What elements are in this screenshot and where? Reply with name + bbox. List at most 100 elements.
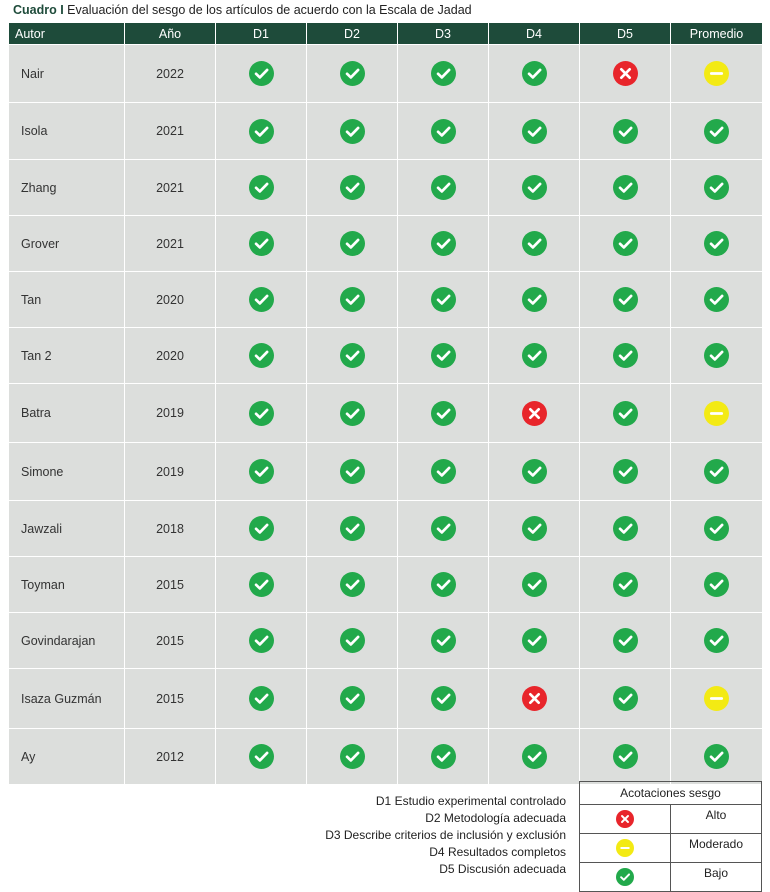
table-caption: Cuadro I Evaluación del sesgo de los art…	[13, 3, 472, 17]
cell-d3	[397, 556, 489, 613]
cell-anio: 2022	[124, 44, 216, 103]
cell-promedio	[670, 668, 763, 729]
cell-anio: 2021	[124, 215, 216, 272]
x-circle-icon	[612, 61, 638, 86]
cell-d2	[306, 728, 398, 785]
cell-d2	[306, 102, 398, 160]
check-circle-icon	[430, 628, 456, 653]
bias-legend: Acotaciones sesgo Alto Moderado Bajo	[579, 781, 762, 892]
cell-d5	[579, 271, 671, 328]
cell-d2	[306, 159, 398, 216]
table-row: Nair 2022	[8, 44, 763, 103]
cell-d3	[397, 442, 489, 501]
cell-d3	[397, 215, 489, 272]
cell-d3	[397, 327, 489, 384]
check-circle-icon	[612, 287, 638, 312]
cell-d2	[306, 500, 398, 557]
cell-d3	[397, 102, 489, 160]
check-circle-icon	[248, 61, 274, 86]
legend-alto-cell	[579, 804, 671, 834]
check-circle-icon	[521, 343, 547, 368]
check-circle-icon	[248, 516, 274, 541]
cell-d3	[397, 612, 489, 669]
cell-anio: 2019	[124, 442, 216, 501]
caption-label: Cuadro I	[13, 3, 64, 17]
header-d2: D2	[306, 22, 398, 45]
cell-anio: 2020	[124, 327, 216, 384]
cell-promedio	[670, 728, 763, 785]
cell-d3	[397, 500, 489, 557]
check-circle-icon	[704, 231, 729, 256]
table-body: Nair 2022 Isola 2021 Zhang 2021 Grover 2021 Tan 2…	[8, 44, 763, 785]
check-circle-icon	[248, 175, 274, 200]
check-circle-icon	[339, 287, 365, 312]
cell-d2	[306, 215, 398, 272]
cell-d1	[215, 44, 307, 103]
cell-d1	[215, 500, 307, 557]
cell-d2	[306, 383, 398, 443]
cell-autor: Ay	[8, 728, 125, 785]
check-circle-icon	[430, 118, 456, 144]
check-circle-icon	[612, 459, 638, 484]
cell-d4	[488, 327, 580, 384]
table-row: Govindarajan 2015	[8, 612, 763, 669]
definition-d2: D2 Metodología adecuada	[425, 811, 566, 825]
cell-d5	[579, 44, 671, 103]
check-circle-icon	[612, 118, 638, 144]
check-circle-icon	[612, 175, 638, 200]
cell-d3	[397, 44, 489, 103]
check-circle-icon	[430, 343, 456, 368]
cell-d2	[306, 668, 398, 729]
cell-d4	[488, 612, 580, 669]
check-circle-icon	[430, 231, 456, 256]
cell-d4	[488, 102, 580, 160]
cell-promedio	[670, 327, 763, 384]
definition-d1: D1 Estudio experimental controlado	[375, 794, 566, 808]
check-circle-icon	[521, 118, 547, 144]
check-circle-icon	[339, 516, 365, 541]
cell-d2	[306, 442, 398, 501]
check-circle-icon	[704, 343, 729, 368]
check-circle-icon	[612, 628, 638, 653]
check-circle-icon	[521, 231, 547, 256]
cell-d2	[306, 327, 398, 384]
check-circle-icon	[248, 400, 274, 426]
header-autor: Autor	[8, 22, 125, 45]
x-circle-icon	[521, 686, 547, 711]
cell-autor: Tan 2	[8, 327, 125, 384]
x-circle-icon	[521, 400, 547, 426]
cell-anio: 2015	[124, 668, 216, 729]
cell-d1	[215, 159, 307, 216]
caption-text: Evaluación del sesgo de los artículos de…	[63, 3, 472, 17]
cell-d2	[306, 44, 398, 103]
cell-d1	[215, 215, 307, 272]
cell-d1	[215, 556, 307, 613]
cell-autor: Toyman	[8, 556, 125, 613]
table-row: Batra 2019	[8, 383, 763, 443]
cell-promedio	[670, 102, 763, 160]
cell-d5	[579, 668, 671, 729]
check-circle-icon	[612, 231, 638, 256]
definition-d3: D3 Describe criterios de inclusión y exc…	[325, 828, 566, 842]
check-circle-icon	[339, 343, 365, 368]
cell-d5	[579, 442, 671, 501]
check-circle-icon	[704, 287, 729, 312]
check-circle-icon	[521, 175, 547, 200]
cell-promedio	[670, 159, 763, 216]
check-circle-icon	[521, 61, 547, 86]
cell-autor: Zhang	[8, 159, 125, 216]
check-circle-icon	[704, 572, 729, 597]
cell-d1	[215, 728, 307, 785]
domain-definitions: D1 Estudio experimental controlado D2 Me…	[325, 793, 566, 878]
header-d5: D5	[579, 22, 671, 45]
cell-d3	[397, 271, 489, 328]
check-circle-icon	[339, 400, 365, 426]
check-circle-icon	[339, 175, 365, 200]
cell-d1	[215, 668, 307, 729]
check-circle-icon	[430, 516, 456, 541]
check-circle-icon	[704, 628, 729, 653]
cell-promedio	[670, 215, 763, 272]
check-circle-icon	[616, 868, 634, 886]
check-circle-icon	[430, 572, 456, 597]
check-circle-icon	[430, 400, 456, 426]
